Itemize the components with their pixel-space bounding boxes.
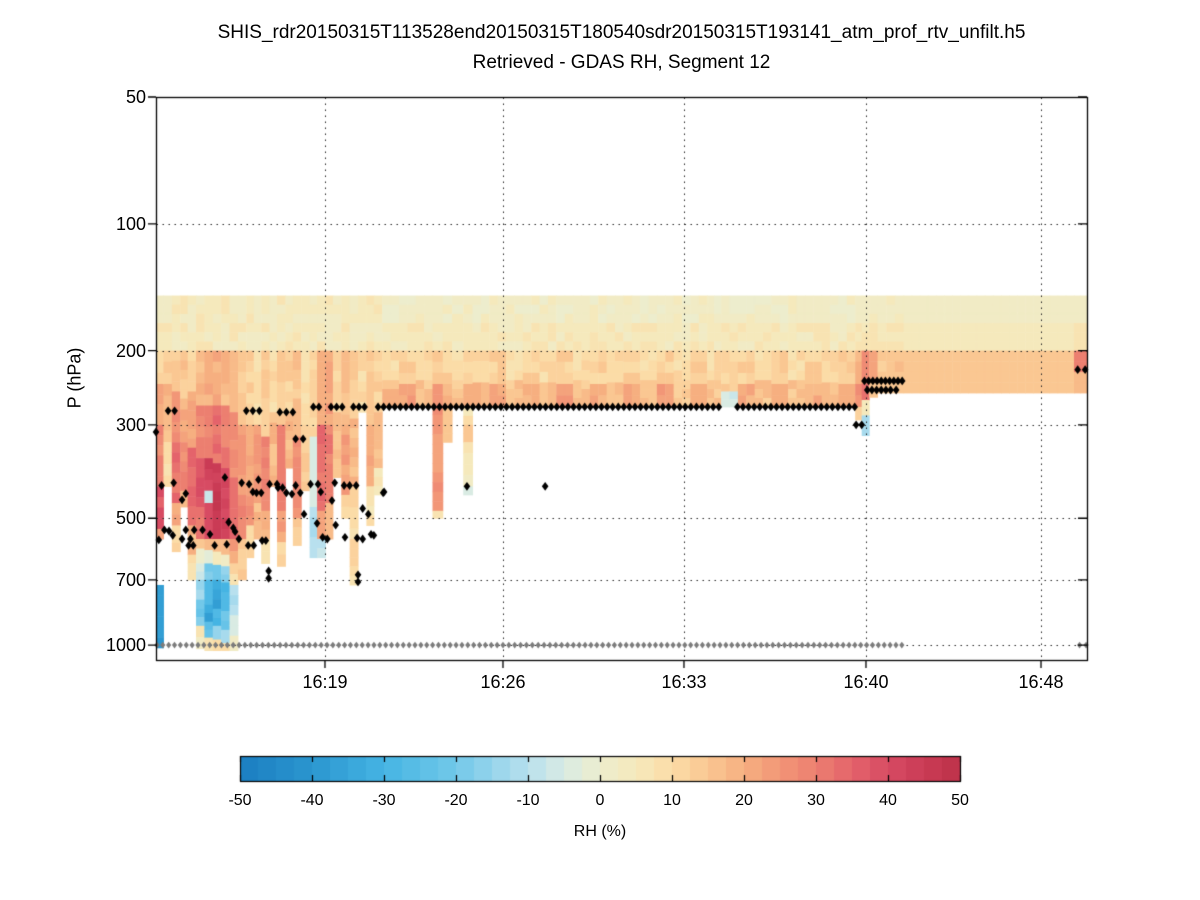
colorbar-tick-label: 10 (663, 792, 681, 809)
colorbar-tick-label: 30 (807, 792, 825, 809)
colorbar-tick-label: -40 (300, 792, 324, 809)
x-tick-label: 16:33 (661, 672, 707, 692)
x-tick-label: 16:40 (843, 672, 889, 692)
plot-title: SHIS_rdr20150315T113528end20150315T18054… (217, 22, 1026, 43)
y-tick-label: 1000 (105, 635, 146, 656)
plot-subtitle: Retrieved - GDAS RH, Segment 12 (472, 52, 771, 73)
colorbar-tick-label: 50 (951, 792, 969, 809)
colorbar-tick-label: -30 (372, 792, 396, 809)
colorbar-label: RH (%) (573, 823, 627, 840)
y-tick-label: 300 (115, 414, 146, 435)
colorbar-tick-label: -50 (228, 792, 252, 809)
colorbar-tick-label: 0 (595, 792, 605, 809)
y-axis-label: P (hPa) (64, 347, 85, 409)
y-tick-label: 700 (115, 569, 146, 590)
x-tick-label: 16:48 (1018, 672, 1064, 692)
colorbar-tick-label: -10 (516, 792, 540, 809)
colorbar-tick-label: -20 (444, 792, 468, 809)
colorbar-tick-label: 40 (879, 792, 897, 809)
y-tick-label: 200 (115, 340, 146, 361)
colorbar-tick-label: 20 (735, 792, 753, 809)
y-tick-label: 50 (125, 87, 146, 107)
y-tick-label: 100 (115, 213, 146, 234)
x-tick-label: 16:26 (480, 672, 526, 692)
x-tick-label: 16:19 (302, 672, 348, 692)
y-tick-label: 500 (115, 508, 146, 529)
